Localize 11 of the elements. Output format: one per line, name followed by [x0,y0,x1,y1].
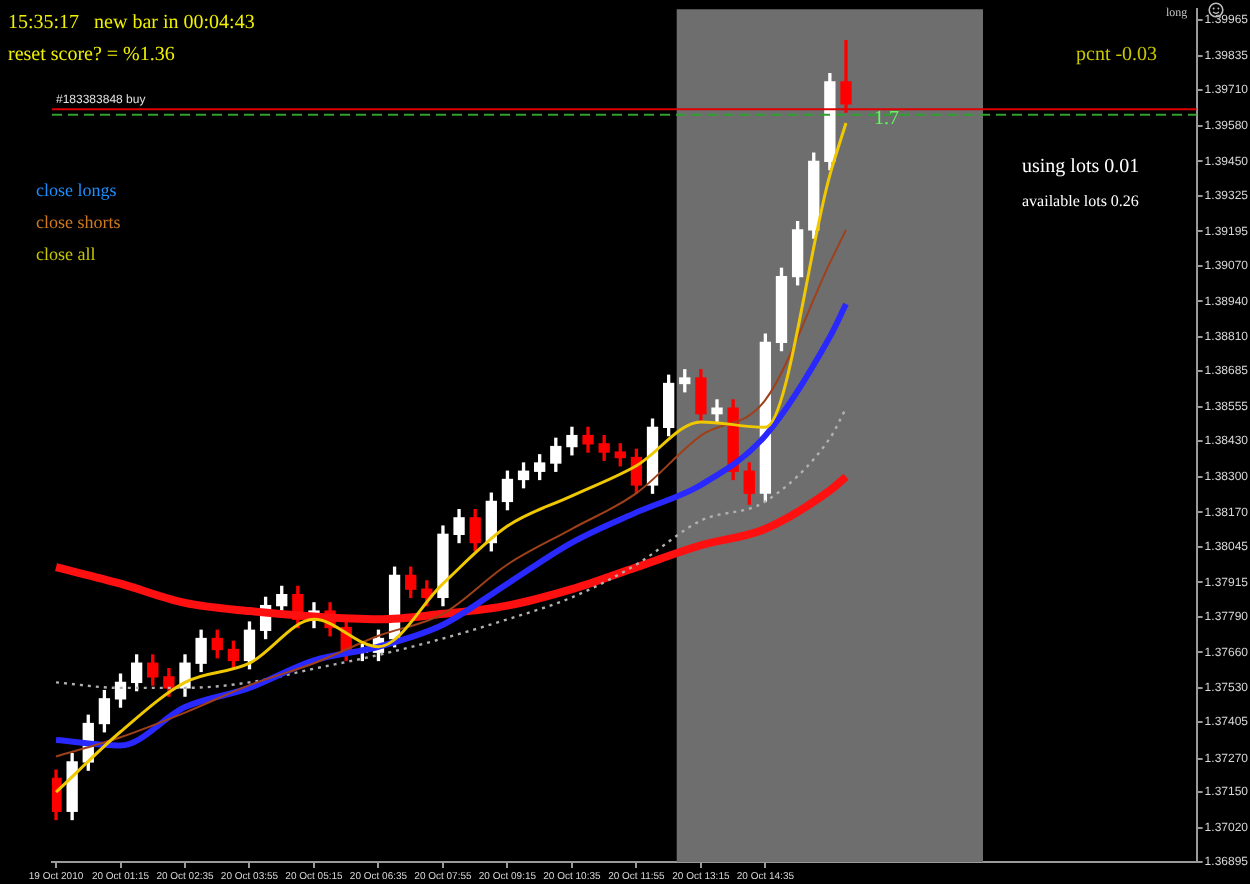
annotation: close all [36,244,97,264]
annotation: reset score? = %1.36 [8,44,175,66]
annotation: 15:35:17 new bar in 00:04:43 [8,12,255,34]
annotation: available lots 0.26 [1022,192,1139,210]
line-series [52,472,850,624]
annotation: close longs [36,180,118,200]
annotation: pcnt -0.03 [1076,44,1158,66]
annotation: using lots 0.01 [1022,156,1140,178]
annotation: close shorts [36,212,122,232]
annotation: 1.7 [874,108,899,130]
line-series [53,300,849,749]
